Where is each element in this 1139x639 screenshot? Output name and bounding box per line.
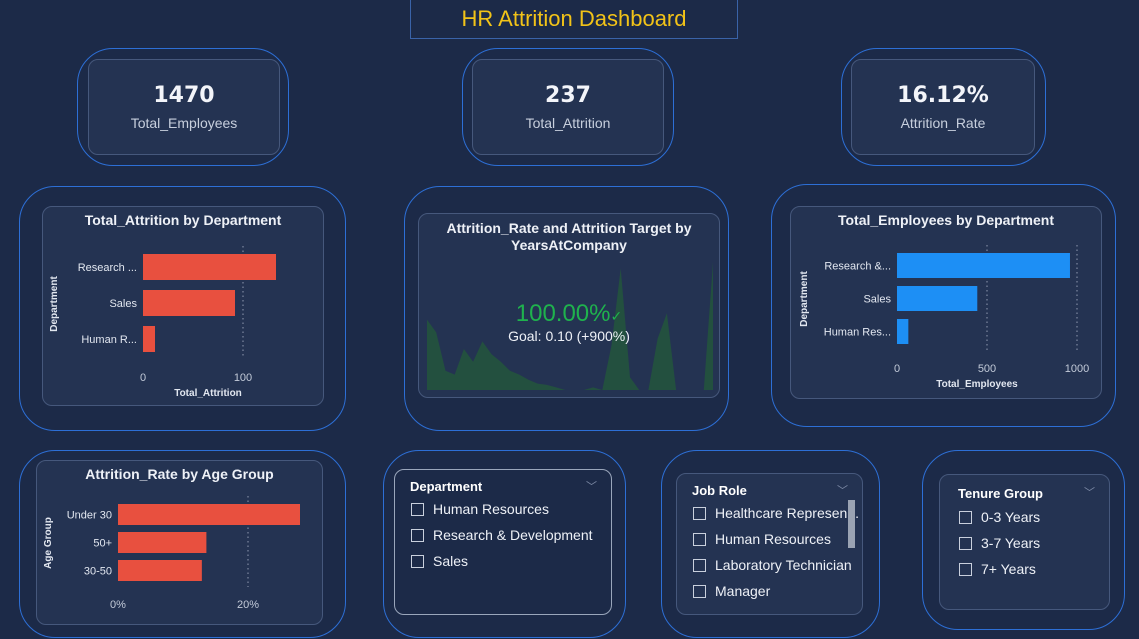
y-tick-label: 50+ — [93, 538, 112, 550]
scrollbar-thumb[interactable] — [848, 500, 855, 548]
kpi-frame-rate — [841, 48, 1046, 166]
y-axis-label: Age Group — [43, 517, 54, 569]
chart-attrition-by-department[interactable]: Total_Attrition by Department 0 100 Resear… — [42, 206, 324, 406]
x-tick-label: 100 — [234, 372, 252, 384]
chart-title: Attrition_Rate and Attrition Target by Y… — [446, 220, 692, 253]
y-tick-label: Sales — [863, 294, 891, 306]
chart-svg: 0 500 1000 Research &... Sales Human Res... To… — [799, 245, 1089, 390]
slicer-frame-job-role — [661, 450, 880, 638]
bar — [897, 319, 909, 344]
y-tick-label: Human Res... — [824, 327, 891, 339]
slicer-option-sales[interactable]: Sales — [411, 553, 468, 569]
slicer-frame-department — [383, 450, 626, 638]
chart-svg: 0% 20% Under 30 50+ 30-50 Age Group — [43, 496, 300, 611]
chevron-down-icon[interactable]: ﹀ — [586, 480, 597, 493]
y-tick-label: Research &... — [824, 261, 891, 273]
y-tick-label: Under 30 — [67, 510, 112, 522]
slicer-option-human-resources[interactable]: Human Resources — [411, 501, 549, 517]
chart-frame-attrition-dept — [19, 186, 346, 431]
bar — [118, 532, 207, 553]
gauge-goal: Goal: 0.10 (+900%) — [508, 328, 630, 344]
checkbox[interactable] — [693, 558, 706, 572]
checkbox[interactable] — [693, 532, 706, 546]
slicer-title: Job Role — [692, 483, 747, 498]
checkbox[interactable] — [959, 510, 972, 524]
slicer-option-manager[interactable]: Manager — [693, 583, 770, 599]
bar — [897, 253, 1070, 278]
x-tick-label: 500 — [978, 363, 996, 375]
chart-title: Total_Employees by Department — [837, 212, 1055, 228]
kpi-value: 237 — [545, 83, 591, 108]
kpi-card-attrition-rate[interactable]: 16.12% Attrition_Rate — [851, 59, 1035, 155]
chart-attrition-rate-target[interactable]: Attrition_Rate and Attrition Target by Y… — [418, 213, 720, 398]
kpi-value: 16.12% — [897, 83, 989, 108]
x-tick-label: 0 — [140, 372, 146, 384]
x-axis-label: Total_Attrition — [174, 388, 242, 399]
chart-svg — [427, 262, 713, 390]
slicer-title: Department — [410, 479, 483, 494]
kpi-value: 1470 — [153, 83, 215, 108]
kpi-label: Total_Employees — [130, 115, 238, 131]
area-series — [427, 262, 713, 390]
dashboard-title: HR Attrition Dashboard — [410, 0, 738, 39]
chart-frame-age-group — [19, 450, 346, 638]
gauge-value: 100.00% — [515, 300, 611, 327]
checkbox[interactable] — [959, 536, 972, 550]
checkbox[interactable] — [693, 506, 706, 520]
chevron-down-icon[interactable]: ﹀ — [1084, 486, 1095, 499]
slicer-option-human-resources[interactable]: Human Resources — [693, 531, 831, 547]
chevron-down-icon[interactable]: ﹀ — [837, 484, 848, 497]
x-tick-label: 0 — [894, 363, 900, 375]
checkbox[interactable] — [693, 584, 706, 598]
slicer-option-healthcare[interactable]: Healthcare Represen... — [693, 505, 859, 521]
x-axis-label: Total_Employees — [936, 379, 1018, 390]
x-tick-label: 1000 — [1065, 363, 1089, 375]
slicer-option-7-plus-years[interactable]: 7+ Years — [959, 561, 1036, 577]
slicer-title: Tenure Group — [958, 486, 1043, 501]
chart-frame-gauge — [404, 186, 729, 431]
slicer-option-lab-technician[interactable]: Laboratory Technician — [693, 557, 852, 573]
kpi-label: Total_Attrition — [525, 115, 611, 131]
y-axis-label: Department — [49, 276, 60, 332]
bar — [143, 326, 155, 352]
kpi-label: Attrition_Rate — [900, 115, 986, 131]
checkbox[interactable] — [411, 502, 424, 516]
slicer-option-3-7-years[interactable]: 3-7 Years — [959, 535, 1040, 551]
slicer-option-research-development[interactable]: Research & Development — [411, 527, 593, 543]
bar — [143, 254, 276, 280]
y-tick-label: Research ... — [78, 262, 137, 274]
y-tick-label: Human R... — [81, 334, 137, 346]
bar — [897, 286, 978, 311]
x-tick-label: 20% — [237, 599, 259, 611]
slicer-department[interactable]: Department ﹀ Human Resources Research & … — [394, 469, 612, 615]
y-tick-label: 30-50 — [84, 566, 112, 578]
bar — [118, 504, 300, 525]
slicer-option-0-3-years[interactable]: 0-3 Years — [959, 509, 1040, 525]
kpi-frame-attrition — [462, 48, 674, 166]
kpi-card-total-employees[interactable]: 1470 Total_Employees — [88, 59, 280, 155]
chart-employees-by-department[interactable]: Total_Employees by Department 0 500 1000 Re… — [790, 206, 1102, 399]
slicer-job-role[interactable]: Job Role ﹀ Healthcare Represen... Human … — [676, 473, 863, 615]
chart-title: Attrition_Rate by Age Group — [85, 466, 274, 482]
checkbox[interactable] — [411, 528, 424, 542]
chart-svg: 0 100 Research ... Sales Human R... Total_Att… — [49, 246, 276, 399]
checkbox[interactable] — [959, 562, 972, 576]
chart-title: Total_Attrition by Department — [84, 212, 282, 228]
slicer-tenure-group[interactable]: Tenure Group ﹀ 0-3 Years 3-7 Years 7+ Ye… — [939, 474, 1110, 610]
bar — [143, 290, 235, 316]
chart-attrition-by-age-group[interactable]: Attrition_Rate by Age Group 0% 20% Under 3… — [36, 460, 323, 625]
x-tick-label: 0% — [110, 599, 126, 611]
kpi-frame-employees — [77, 48, 289, 166]
kpi-card-total-attrition[interactable]: 237 Total_Attrition — [472, 59, 664, 155]
checkmark-icon: ✓ — [610, 309, 623, 325]
gauge-value-row: 100.00%✓ — [419, 300, 719, 328]
y-axis-label: Department — [799, 271, 810, 327]
y-tick-label: Sales — [109, 298, 137, 310]
checkbox[interactable] — [411, 554, 424, 568]
bar — [118, 560, 202, 581]
slicer-frame-tenure — [922, 450, 1125, 630]
chart-frame-employees-dept — [771, 184, 1116, 427]
